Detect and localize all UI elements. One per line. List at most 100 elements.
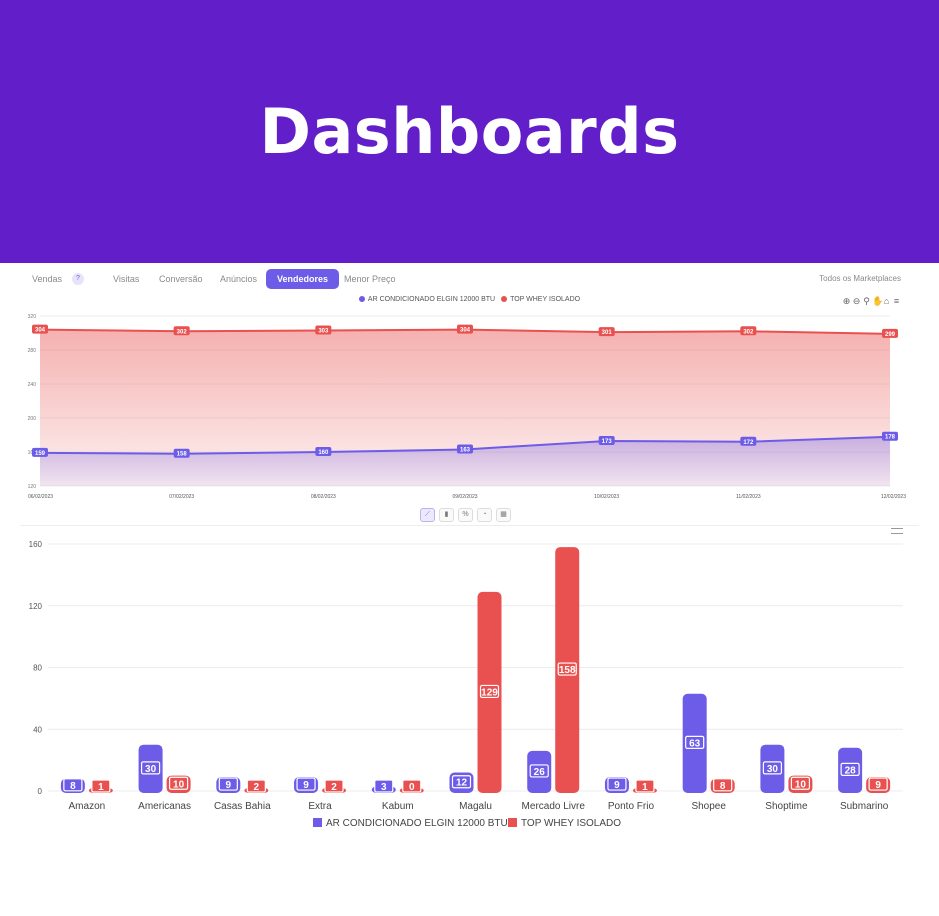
tab-vendedores[interactable]: Vendedores: [266, 269, 340, 289]
x-tick-label: 08/02/2023: [311, 494, 336, 500]
data-label: 173: [602, 439, 613, 445]
tab-anuncios[interactable]: Anúncios: [220, 274, 258, 284]
data-label-box: [713, 778, 733, 792]
data-label: 9: [614, 780, 620, 791]
y-tick-label: 40: [33, 725, 42, 734]
data-label: 8: [70, 781, 76, 792]
legend-marker: [501, 296, 508, 303]
data-label-box: [374, 779, 394, 793]
data-label-box: [296, 777, 316, 791]
menu-icon[interactable]: ≡: [893, 296, 901, 306]
bar-chart-icon[interactable]: ▮: [439, 508, 454, 522]
pie-chart-icon[interactable]: ◔: [477, 508, 492, 522]
y-tick-label: 120: [28, 484, 37, 490]
data-label: 10: [173, 779, 185, 790]
line-area-chart: 120 160 200 240 280 320 159 158 160 163 173 172 178 3…: [28, 314, 907, 500]
data-label-box: [529, 764, 549, 778]
data-label: 304: [460, 328, 471, 334]
data-label: 12: [456, 778, 468, 789]
data-label-box: [790, 776, 811, 790]
data-label: 9: [303, 780, 309, 791]
x-tick-label: Submarino: [840, 801, 889, 812]
chart-type-switcher: ⟋ ▮% ◔ ▦: [420, 503, 515, 522]
data-label: 1: [98, 782, 104, 793]
tab-conversao[interactable]: Conversão: [159, 274, 203, 284]
x-tick-label: 07/02/2023: [169, 494, 194, 500]
x-tick-label: 10/02/2023: [594, 494, 619, 500]
data-label: 129: [481, 687, 498, 698]
x-tick-label: Kabum: [382, 801, 414, 812]
data-label: 302: [177, 329, 188, 335]
chart-toolbar: ⊕⊖ ⚲✋⌂ ≡: [842, 296, 902, 307]
percent-icon[interactable]: %: [458, 508, 473, 522]
divider: [20, 525, 919, 526]
home-icon[interactable]: ⌂: [883, 296, 891, 306]
legend-label: TOP WHEY ISOLADO: [521, 818, 621, 829]
legend-item-whey[interactable]: TOP WHEY ISOLADO: [501, 296, 580, 303]
data-label-box: [451, 775, 472, 789]
data-label: 10: [795, 779, 807, 790]
data-label-box: [598, 327, 615, 337]
x-tick-label: 09/02/2023: [452, 494, 477, 500]
data-label: 2: [331, 782, 337, 793]
marketplace-select[interactable]: Todos os Marketplaces: [819, 274, 901, 283]
y-tick-label: 160: [29, 540, 43, 549]
legend-marker: [508, 818, 517, 827]
data-label-box: [173, 326, 190, 336]
y-tick-label: 280: [28, 348, 37, 354]
pan-icon[interactable]: ✋: [872, 296, 885, 306]
data-label: 28: [845, 765, 857, 776]
y-tick-label: 80: [33, 664, 42, 673]
x-tick-label: Magalu: [459, 801, 492, 812]
x-tick-label: Extra: [308, 801, 332, 812]
data-label-box: [218, 777, 238, 791]
data-label-box: [140, 761, 161, 775]
data-label: 30: [767, 764, 779, 775]
table-icon[interactable]: ▦: [496, 508, 511, 522]
data-label-box: [315, 325, 332, 335]
x-tick-label: Americanas: [138, 801, 191, 812]
y-tick-label: 240: [28, 382, 37, 388]
data-label: 299: [885, 332, 896, 338]
data-label-box: [457, 444, 473, 454]
zoom-out-icon[interactable]: ⊖: [852, 296, 862, 306]
x-tick-label: Amazon: [69, 801, 106, 812]
data-label-box: [479, 684, 500, 699]
line-chart-icon[interactable]: ⟋: [420, 508, 435, 522]
data-label-box: [91, 779, 111, 793]
zoom-in-icon[interactable]: ⊕: [842, 296, 852, 306]
data-label-box: [882, 431, 898, 441]
magnify-icon[interactable]: ⚲: [863, 296, 871, 306]
data-label: 3: [381, 782, 387, 793]
data-label-box: [868, 777, 888, 791]
data-label: 302: [743, 329, 754, 335]
x-tick-label: Ponto Frio: [608, 801, 655, 812]
legend-item-ar[interactable]: AR CONDICIONADO ELGIN 12000 BTU: [358, 296, 495, 303]
x-tick-label: Shopee: [691, 801, 726, 812]
tab-visitas[interactable]: Visitas: [113, 274, 140, 284]
data-label: 2: [254, 782, 260, 793]
data-label-box: [598, 435, 615, 445]
data-label-box: [685, 735, 705, 749]
x-tick-label: Shoptime: [765, 801, 808, 812]
x-tick-label: 06/02/2023: [28, 494, 53, 500]
tab-bar: Vendas Visitas Conversão Anúncios Vended…: [0, 266, 939, 292]
tab-vendas[interactable]: Vendas: [32, 274, 63, 284]
x-tick-label: Casas Bahia: [214, 801, 271, 812]
data-label-box: [402, 779, 422, 793]
data-label-box: [63, 778, 83, 792]
data-label-box: [457, 324, 473, 334]
data-label-box: [173, 448, 190, 458]
data-label-box: [840, 762, 860, 776]
data-label: 303: [318, 328, 329, 334]
bar-chart-menu-icon[interactable]: [891, 528, 903, 534]
tab-menor-preco[interactable]: Menor Preço: [344, 274, 396, 284]
data-label: 159: [35, 451, 46, 457]
data-label: 26: [534, 767, 546, 778]
data-label-box: [607, 777, 627, 791]
data-label: 304: [35, 328, 46, 334]
legend-label: AR CONDICIONADO ELGIN 12000 BTU: [326, 818, 508, 829]
help-icon[interactable]: ?: [72, 273, 84, 285]
data-label-box: [246, 779, 266, 793]
